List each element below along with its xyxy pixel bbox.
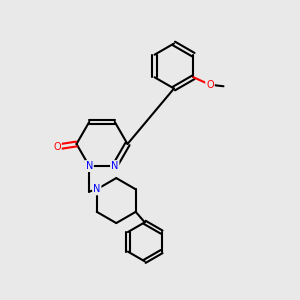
- Text: N: N: [85, 161, 93, 171]
- Text: O: O: [53, 142, 61, 152]
- Text: N: N: [93, 184, 100, 194]
- Text: N: N: [111, 161, 118, 171]
- Text: O: O: [206, 80, 214, 90]
